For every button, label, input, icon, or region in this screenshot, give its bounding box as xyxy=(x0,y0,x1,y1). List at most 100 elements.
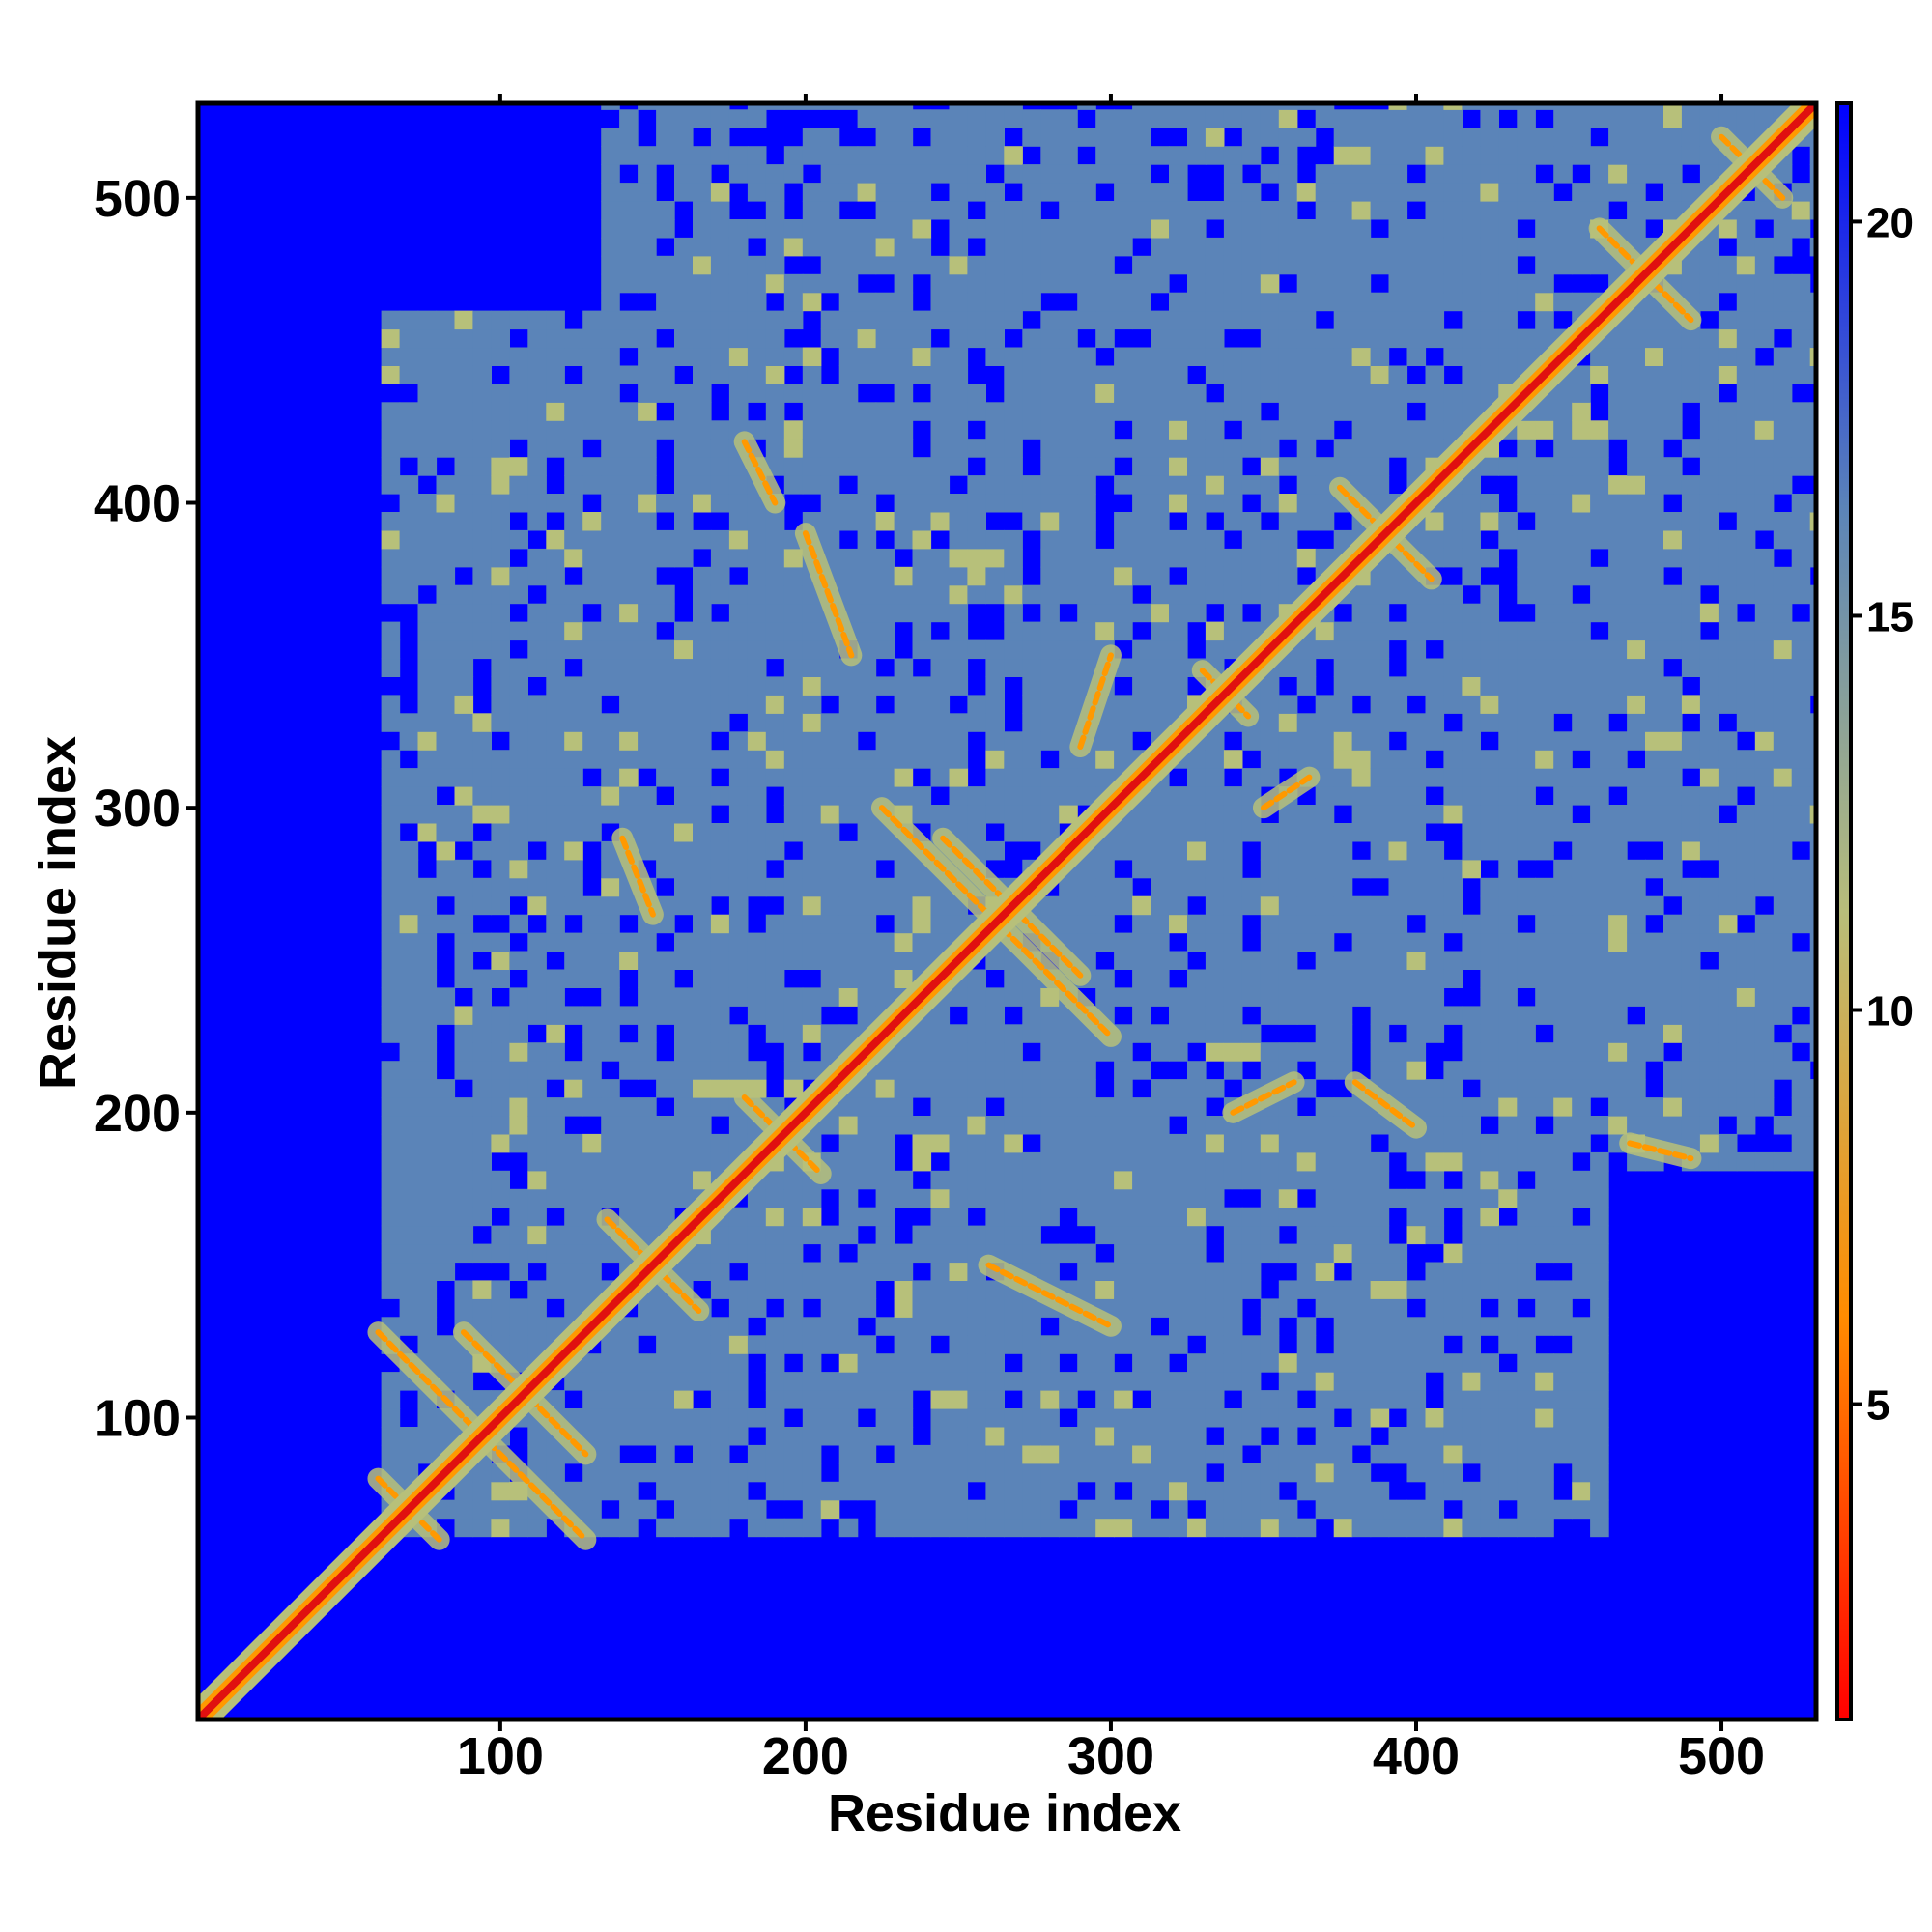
heatmap-cell xyxy=(1296,1170,1317,1190)
heatmap-cell xyxy=(1627,365,1646,384)
heatmap-cell xyxy=(564,328,583,349)
heatmap-cell xyxy=(1114,731,1133,751)
heatmap-cell xyxy=(1663,584,1683,605)
heatmap-cell xyxy=(1645,146,1664,165)
heatmap-cell xyxy=(1278,1116,1298,1135)
heatmap-cell xyxy=(1535,1061,1554,1080)
heatmap-cell xyxy=(1388,439,1408,458)
heatmap-cell xyxy=(1425,1024,1445,1043)
heatmap-cell xyxy=(1004,529,1023,550)
heatmap-cell xyxy=(454,914,474,934)
heatmap-cell xyxy=(436,768,456,787)
heatmap-cell xyxy=(674,731,694,751)
heatmap-cell xyxy=(857,1207,877,1227)
heatmap-cell xyxy=(1498,1042,1518,1062)
heatmap-cell xyxy=(417,1151,438,1172)
heatmap-cell xyxy=(399,1280,419,1299)
heatmap-cell xyxy=(472,932,492,952)
heatmap-cell xyxy=(1498,840,1518,861)
heatmap-cell xyxy=(1773,1151,1793,1172)
heatmap-cell xyxy=(399,859,419,879)
heatmap-cell xyxy=(1462,859,1481,879)
heatmap-cell xyxy=(710,420,730,440)
heatmap-cell xyxy=(1040,109,1060,128)
heatmap-cell xyxy=(381,1243,401,1264)
heatmap-cell xyxy=(1296,183,1317,202)
heatmap-cell xyxy=(1535,1444,1554,1464)
heatmap-cell xyxy=(1425,1170,1445,1190)
heatmap-cell xyxy=(619,786,639,806)
heatmap-cell xyxy=(1462,1151,1481,1172)
heatmap-cell xyxy=(693,1243,712,1264)
heatmap-cell xyxy=(1572,1390,1591,1409)
heatmap-cell xyxy=(1388,201,1408,220)
heatmap-cell xyxy=(967,384,986,403)
heatmap-cell xyxy=(1406,786,1427,806)
heatmap-cell xyxy=(399,1170,419,1190)
heatmap-cell xyxy=(1663,103,1683,110)
heatmap-cell xyxy=(1443,1372,1463,1391)
heatmap-cell xyxy=(1315,1298,1335,1318)
heatmap-cell xyxy=(1278,1353,1298,1373)
heatmap-cell xyxy=(710,1079,730,1098)
heatmap-cell xyxy=(802,895,822,916)
heatmap-cell xyxy=(1681,932,1701,952)
heatmap-cell xyxy=(1480,658,1499,677)
heatmap-cell xyxy=(601,255,620,275)
heatmap-cell xyxy=(894,1262,914,1281)
heatmap-cell xyxy=(1681,529,1701,550)
heatmap-cell xyxy=(1370,1207,1390,1227)
heatmap-cell xyxy=(1590,786,1609,806)
heatmap-cell xyxy=(1114,621,1133,641)
heatmap-cell xyxy=(1517,1133,1536,1153)
heatmap-cell xyxy=(728,1280,749,1299)
heatmap-cell xyxy=(1187,420,1207,440)
heatmap-cell xyxy=(1315,914,1335,934)
heatmap-cell xyxy=(1205,768,1225,787)
heatmap-cell xyxy=(1462,1481,1481,1501)
heatmap-cell xyxy=(1077,512,1096,531)
heatmap-cell xyxy=(1278,1006,1298,1025)
heatmap-cell xyxy=(875,1170,895,1190)
heatmap-cell xyxy=(802,658,822,677)
heatmap-cell xyxy=(1590,1408,1609,1428)
heatmap-cell xyxy=(1022,1518,1041,1538)
heatmap-cell xyxy=(619,365,639,384)
heatmap-cell xyxy=(1517,1188,1536,1208)
heatmap-cell xyxy=(1370,895,1390,916)
heatmap-cell xyxy=(381,823,401,842)
heatmap-cell xyxy=(875,969,895,988)
heatmap-cell xyxy=(710,1097,730,1117)
heatmap-cell xyxy=(894,895,914,916)
heatmap-cell xyxy=(1699,914,1719,934)
heatmap-cell xyxy=(765,731,785,751)
heatmap-cell xyxy=(1699,475,1719,495)
heatmap-cell xyxy=(564,402,583,421)
heatmap-cell xyxy=(1517,566,1536,586)
heatmap-cell xyxy=(930,695,951,714)
heatmap-cell xyxy=(638,1427,657,1446)
heatmap-cell xyxy=(693,805,712,824)
heatmap-cell xyxy=(1040,183,1060,202)
heatmap-cell xyxy=(1004,786,1023,806)
heatmap-cell xyxy=(875,750,895,769)
heatmap-cell xyxy=(1022,494,1041,513)
heatmap-cell xyxy=(1443,347,1463,366)
heatmap-cell xyxy=(857,713,877,732)
heatmap-cell xyxy=(1498,695,1518,714)
heatmap-cell xyxy=(1791,347,1811,366)
heatmap-cell xyxy=(1480,932,1499,952)
heatmap-cell xyxy=(747,420,767,440)
heatmap-cell xyxy=(638,420,657,440)
heatmap-cell xyxy=(1425,1335,1445,1354)
heatmap-cell xyxy=(1022,1006,1041,1025)
heatmap-cell xyxy=(1572,823,1591,842)
heatmap-cell xyxy=(747,146,767,165)
heatmap-cell xyxy=(985,1024,1005,1043)
heatmap-cell xyxy=(1809,1079,1816,1098)
heatmap-cell xyxy=(1187,292,1207,312)
heatmap-cell xyxy=(1022,109,1041,128)
heatmap-cell xyxy=(1590,566,1609,586)
heatmap-cell xyxy=(1351,164,1372,184)
heatmap-cell xyxy=(930,1006,951,1025)
